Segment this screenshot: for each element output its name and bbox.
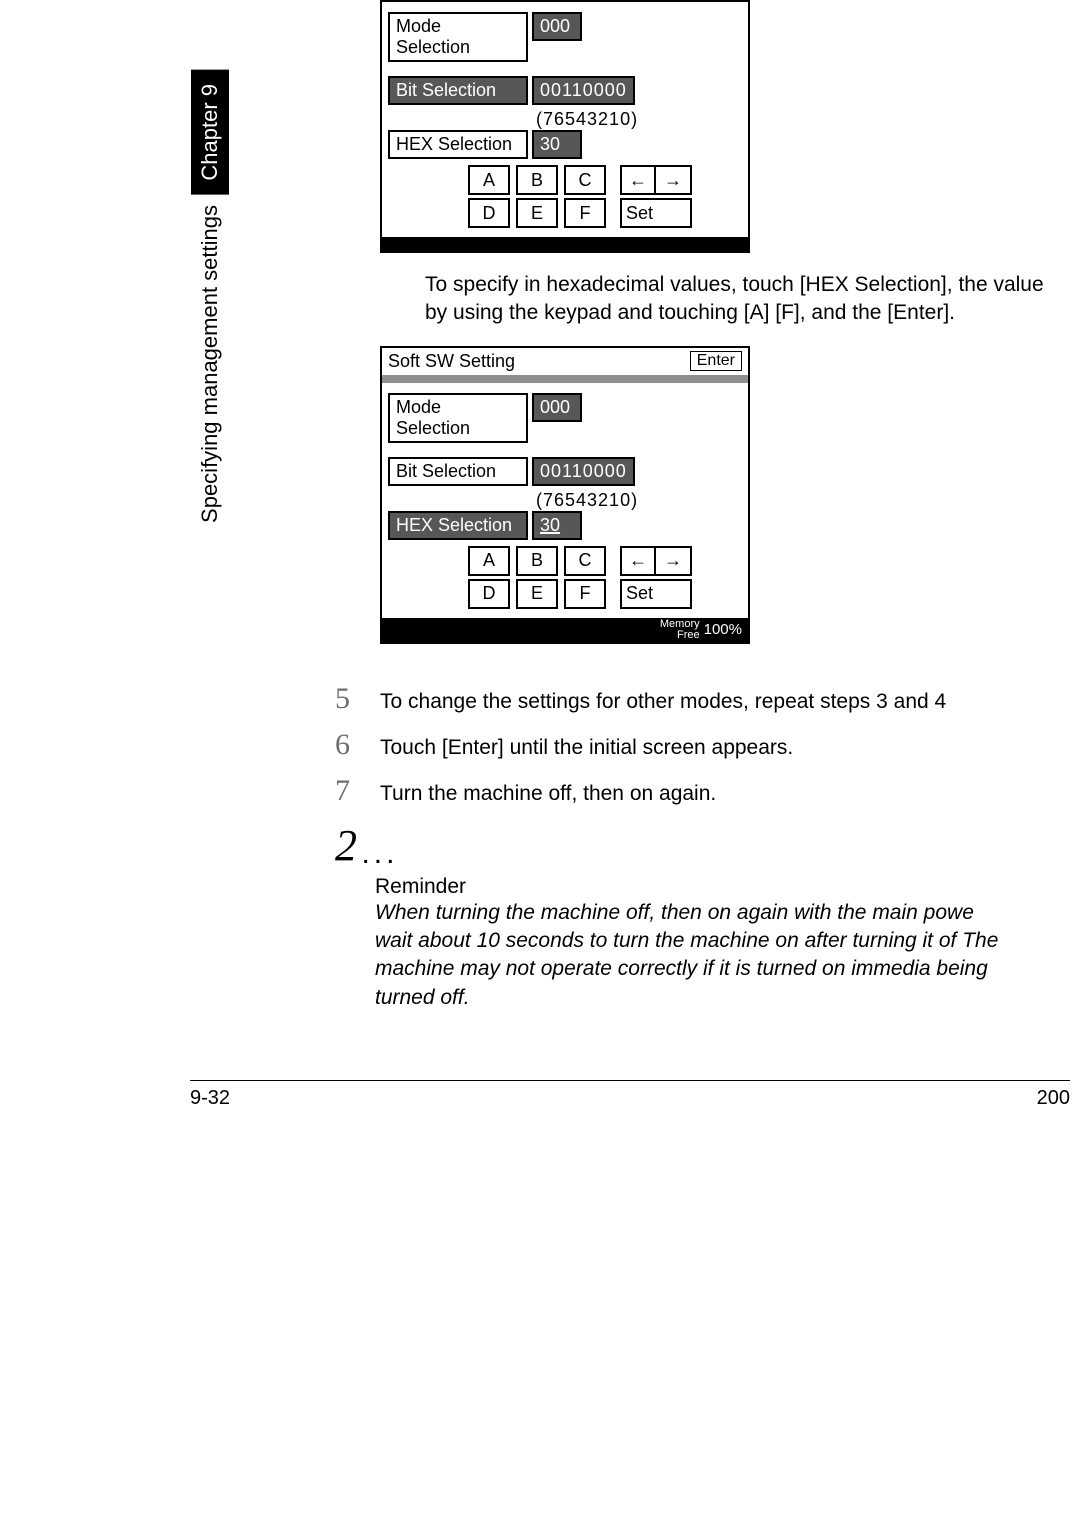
nav-left-button[interactable]: ← (620, 546, 656, 576)
set-button[interactable]: Set (620, 198, 692, 228)
reminder-icon: 2 (335, 820, 357, 871)
reminder-heading: Reminder (375, 875, 1070, 899)
bit-index-label: (76543210) (536, 490, 742, 511)
page-sidebar: Chapter 9 Specifying management settings (180, 70, 240, 590)
page-number-left: 9-32 (190, 1087, 230, 1110)
bit-value: 00110000 (532, 457, 635, 486)
hex-key-d[interactable]: D (468, 579, 510, 609)
step-text: Touch [Enter] until the initial screen a… (380, 728, 793, 762)
hex-key-c[interactable]: C (564, 546, 606, 576)
mode-selection-button[interactable]: Mode Selection (388, 393, 528, 443)
hex-key-f[interactable]: F (564, 198, 606, 228)
reminder-block: 2 ... Reminder When turning the machine … (335, 820, 1070, 1012)
paragraph-hex-instruction: To specify in hexadecimal values, touch … (425, 271, 1065, 328)
bit-selection-button[interactable]: Bit Selection (388, 457, 528, 486)
step-text: Turn the machine off, then on again. (380, 774, 716, 808)
step-5: 5 To change the settings for other modes… (335, 682, 1070, 716)
hex-key-f[interactable]: F (564, 579, 606, 609)
step-text: To change the settings for other modes, … (380, 682, 946, 716)
hex-key-b[interactable]: B (516, 546, 558, 576)
hex-key-a[interactable]: A (468, 165, 510, 195)
hex-key-c[interactable]: C (564, 165, 606, 195)
step-number: 7 (335, 774, 380, 808)
step-6: 6 Touch [Enter] until the initial screen… (335, 728, 1070, 762)
hex-selection-button[interactable]: HEX Selection (388, 130, 528, 159)
nav-left-button[interactable]: ← (620, 165, 656, 195)
mode-selection-button[interactable]: Mode Selection (388, 12, 528, 62)
hex-key-b[interactable]: B (516, 165, 558, 195)
hex-value: 30 (532, 511, 582, 540)
hex-value: 30 (532, 130, 582, 159)
softsw-panel-2: Soft SW Setting Enter Mode Selection 000… (380, 346, 750, 644)
page-number-right: 200 (1037, 1087, 1070, 1110)
hex-key-e[interactable]: E (516, 198, 558, 228)
bit-selection-button[interactable]: Bit Selection (388, 76, 528, 105)
reminder-dots-icon: ... (361, 837, 398, 870)
nav-right-button[interactable]: → (656, 546, 692, 576)
enter-button[interactable]: Enter (690, 351, 742, 371)
panel-title: Soft SW Setting (388, 351, 690, 372)
hex-key-e[interactable]: E (516, 579, 558, 609)
memory-free-label: Memory Free (660, 619, 700, 641)
hex-selection-button[interactable]: HEX Selection (388, 511, 528, 540)
hex-keypad: A B C ← → D E F Set (468, 165, 742, 228)
step-number: 6 (335, 728, 380, 762)
bit-value-text: 00110000 (540, 80, 627, 100)
hex-keypad: A B C ← → D E F Set (468, 546, 742, 609)
section-label: Specifying management settings (197, 205, 223, 523)
step-7: 7 Turn the machine off, then on again. (335, 774, 1070, 808)
page-footer: 9-32 200 (190, 1080, 1070, 1110)
step-number: 5 (335, 682, 380, 716)
nav-right-button[interactable]: → (656, 165, 692, 195)
bit-index-label: (76543210) (536, 109, 742, 130)
bit-value: 00110000 (532, 76, 635, 105)
mode-value: 000 (532, 12, 582, 41)
mode-value: 000 (532, 393, 582, 422)
hex-key-d[interactable]: D (468, 198, 510, 228)
set-button[interactable]: Set (620, 579, 692, 609)
reminder-body: When turning the machine off, then on ag… (375, 899, 1015, 1012)
hex-value-text: 30 (540, 515, 560, 535)
chapter-label: Chapter 9 (191, 70, 229, 195)
hex-key-a[interactable]: A (468, 546, 510, 576)
memory-free-value: 100% (704, 621, 742, 638)
softsw-panel-1: Mode Selection 000 Bit Selection 0011000… (380, 0, 750, 253)
